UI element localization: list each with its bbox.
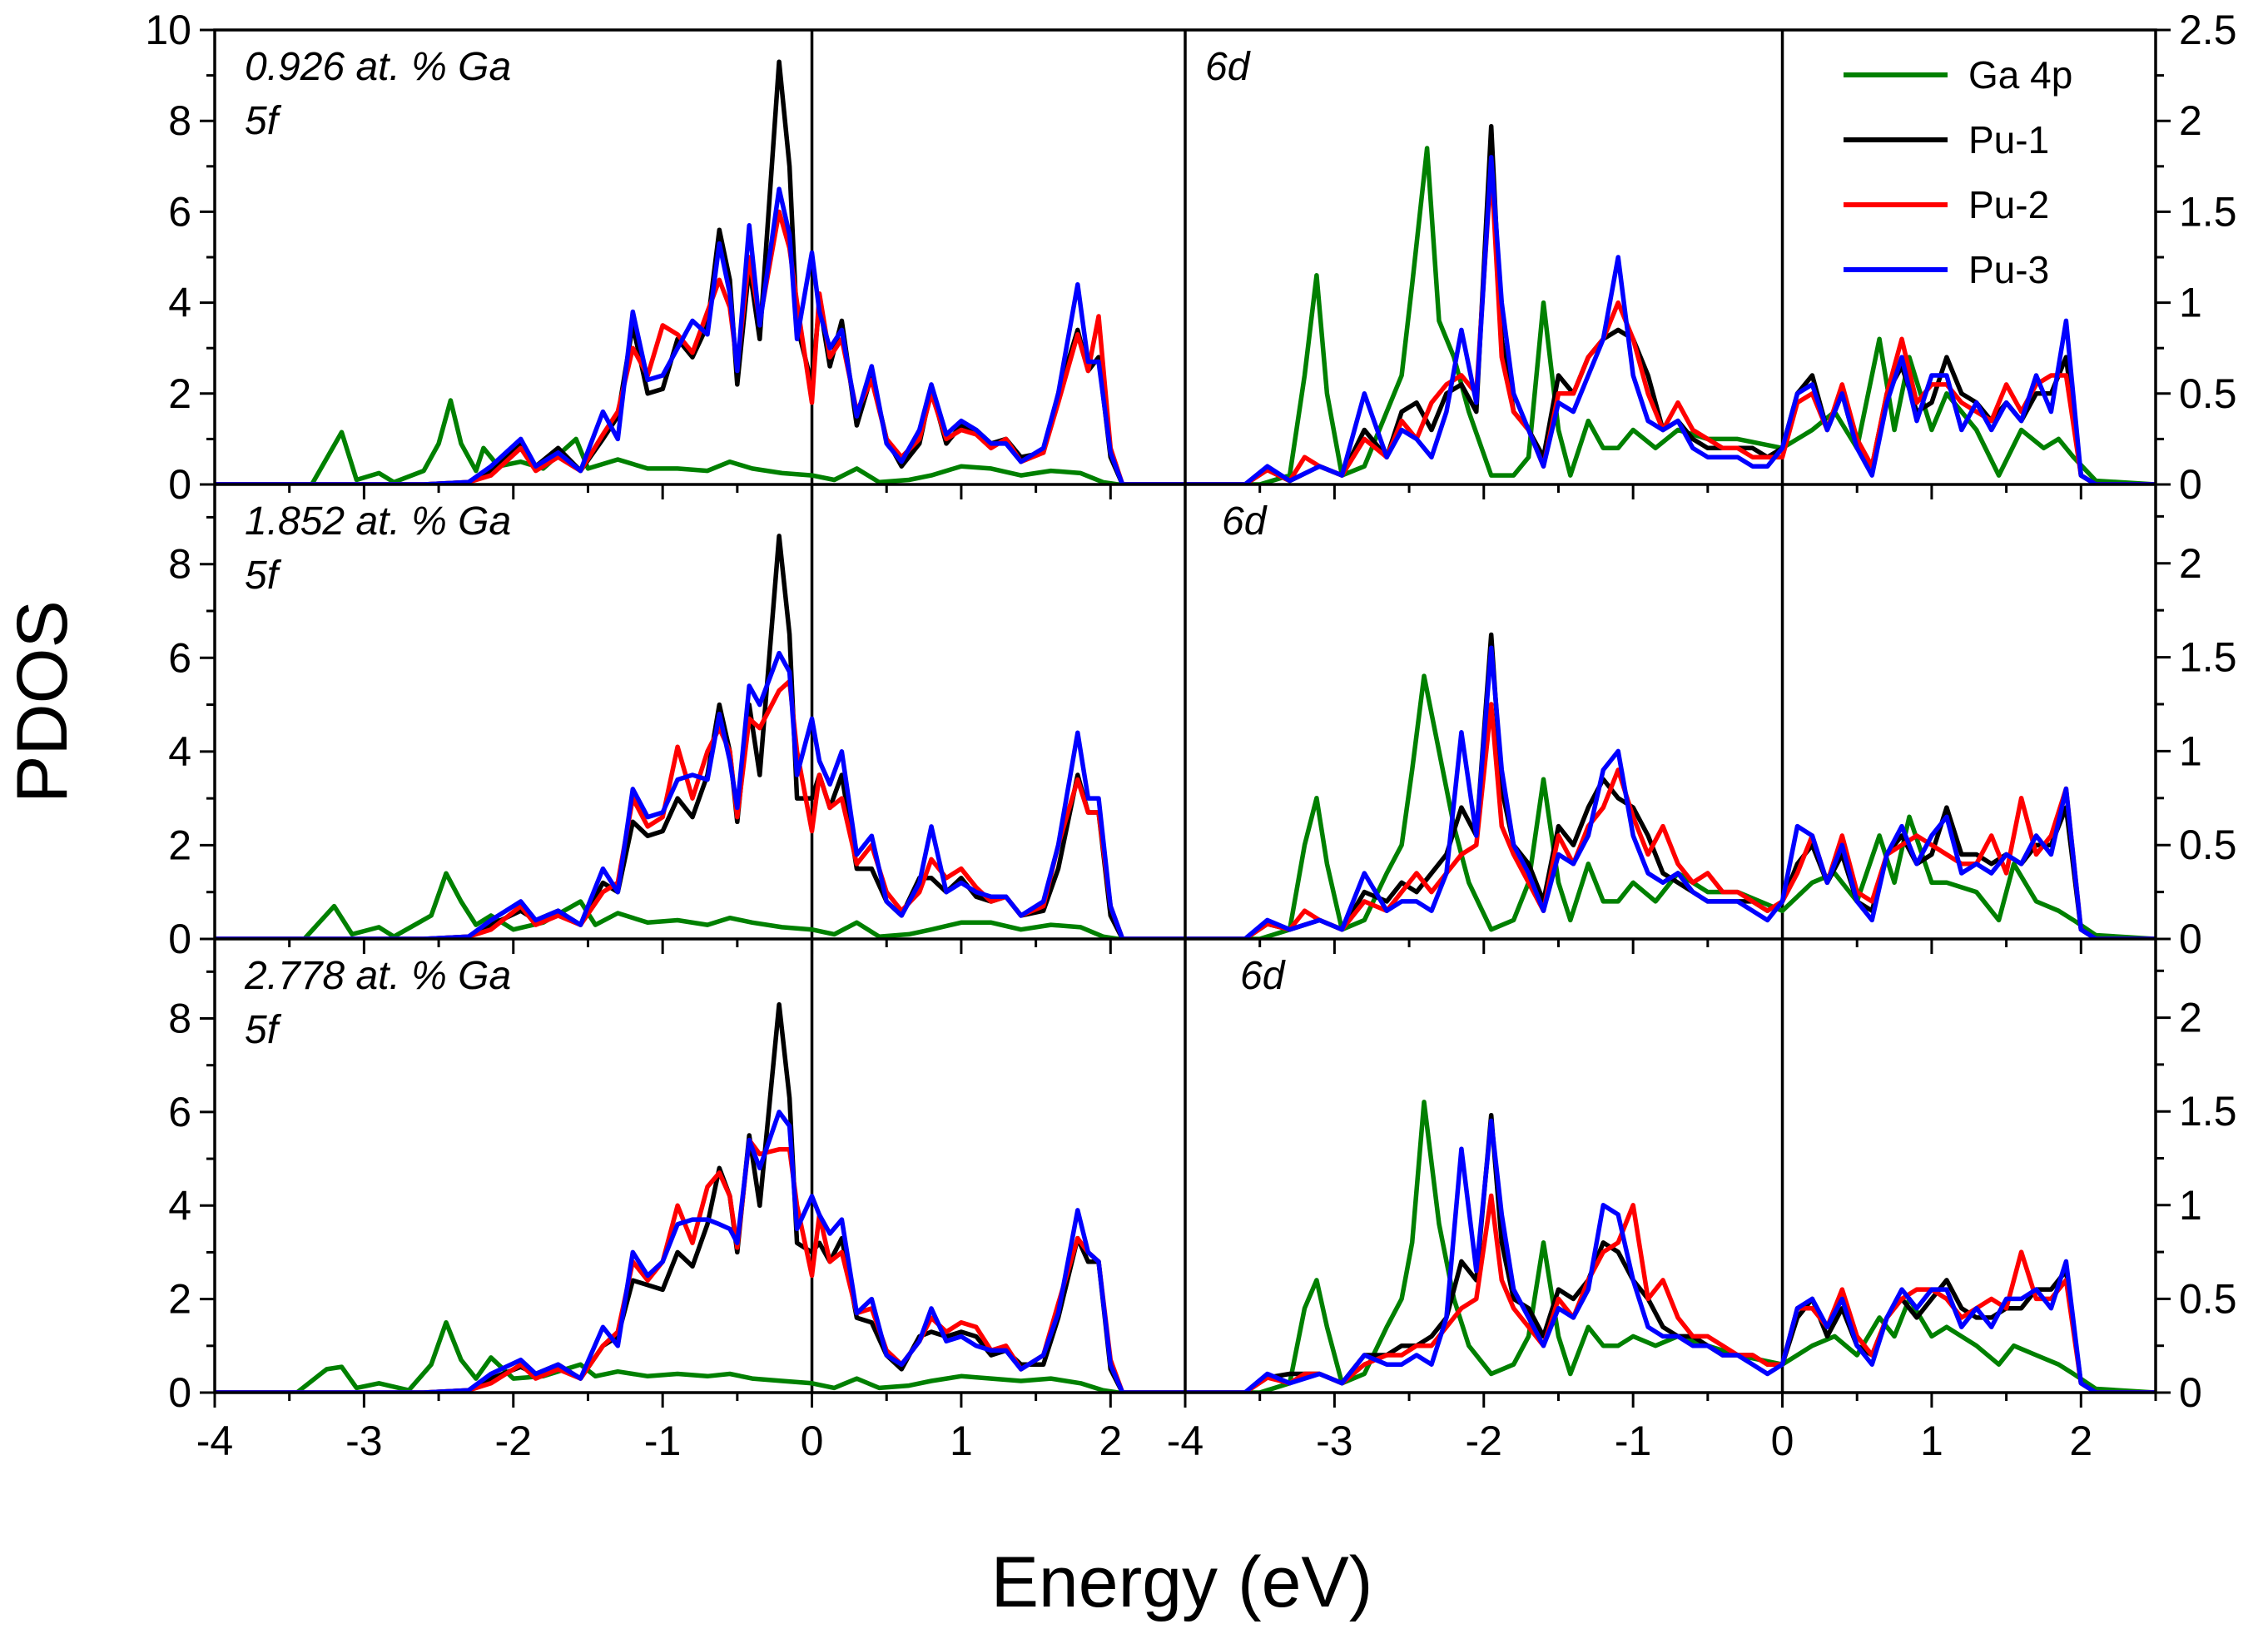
y-tick-label: 0 (168, 1369, 191, 1416)
legend-label: Pu-3 (1968, 248, 2049, 291)
y-tick-label: 8 (168, 996, 191, 1042)
y-tick-label: 2 (2179, 540, 2202, 587)
x-tick-label: -1 (1615, 1418, 1651, 1464)
series-pu-3 (1185, 645, 2156, 939)
x-tick-label: 2 (1099, 1418, 1122, 1464)
series-pu-3 (215, 650, 1185, 939)
x-tick-label: -3 (1316, 1418, 1352, 1464)
y-tick-label: 2 (168, 822, 191, 868)
series-pu-3 (1185, 155, 2156, 484)
y-tick-label: 4 (168, 728, 191, 775)
panel-orbital-label: 5f (245, 99, 282, 143)
x-tick-label: -2 (1466, 1418, 1502, 1464)
panel-concentration-label: 2.778 at. % Ga (244, 954, 511, 998)
panel-orbital-label: 5f (245, 554, 282, 598)
series-pu-3 (215, 186, 1185, 484)
series-ga-4p (215, 398, 1185, 484)
x-tick-label: -4 (1167, 1418, 1203, 1464)
y-tick-label: 1 (2179, 1182, 2202, 1229)
series-pu-3 (1185, 1118, 2156, 1393)
series-pu-3 (215, 1110, 1185, 1393)
legend: Ga 4p Pu-1 Pu-2 Pu-3 (1844, 53, 2072, 291)
y-tick-label: 2 (2179, 995, 2202, 1041)
series-ga-4p (1185, 146, 2156, 484)
y-tick-label: 1 (2179, 280, 2202, 326)
y-tick-label: 0 (168, 916, 191, 962)
y-tick-label: 8 (168, 541, 191, 588)
x-tick-label: -4 (196, 1418, 233, 1464)
y-tick-label: 4 (168, 1182, 191, 1229)
series-ga-4p (1185, 1100, 2156, 1393)
x-tick-label: 1 (1920, 1418, 1943, 1464)
panel-5f-row1 (215, 30, 1185, 484)
y-tick-label: 1 (2179, 728, 2202, 774)
series-pu-2 (1185, 1193, 2156, 1393)
y-tick-label: 1.5 (2179, 1088, 2237, 1135)
x-tick-label: 0 (1771, 1418, 1794, 1464)
y-tick-label: 8 (168, 97, 191, 144)
chart-panels (215, 30, 2156, 1393)
y-tick-label: 0 (2179, 916, 2202, 962)
panel-6d-row3 (1185, 939, 2156, 1393)
legend-label: Ga 4p (1968, 53, 2072, 97)
y-tick-label: 0 (168, 461, 191, 508)
series-ga-4p (215, 1319, 1185, 1393)
x-tick-label: -1 (644, 1418, 681, 1464)
panel-5f-row3 (215, 939, 1185, 1393)
y-tick-label: 2 (2179, 97, 2202, 144)
chart-ticks: 024681000.511.522.50246800.511.5202468-4… (145, 7, 2236, 1464)
y-tick-label: 0.5 (2179, 822, 2237, 868)
panel-6d-row1 (1185, 30, 2156, 484)
y-tick-label: 4 (168, 280, 191, 326)
x-tick-label: 2 (2069, 1418, 2092, 1464)
y-tick-label: 1.5 (2179, 188, 2237, 235)
y-tick-label: 0 (2179, 461, 2202, 508)
panel-6d-row2 (1185, 484, 2156, 939)
series-pu-2 (1185, 702, 2156, 939)
panel-orbital-label: 6d (1240, 954, 1286, 998)
y-tick-label: 2 (168, 1276, 191, 1323)
x-tick-label: 1 (950, 1418, 973, 1464)
y-tick-label: 2 (168, 370, 191, 417)
x-tick-label: -2 (495, 1418, 532, 1464)
x-axis-title: Energy (eV) (991, 1542, 1373, 1622)
y-tick-label: 6 (168, 634, 191, 681)
series-ga-4p (215, 871, 1185, 939)
y-tick-label: 6 (168, 1089, 191, 1135)
x-tick-label: 0 (801, 1418, 824, 1464)
series-pu-1 (1185, 124, 2156, 484)
y-tick-label: 10 (145, 7, 191, 53)
panel-5f-row2 (215, 484, 1185, 939)
y-tick-label: 0.5 (2179, 370, 2237, 417)
y-tick-label: 1.5 (2179, 634, 2237, 681)
y-tick-label: 2.5 (2179, 7, 2237, 53)
panel-concentration-label: 0.926 at. % Ga (245, 45, 511, 89)
x-tick-label: -3 (345, 1418, 382, 1464)
panel-concentration-label: 1.852 at. % Ga (245, 499, 511, 544)
y-axis-title: PDOS (2, 600, 82, 803)
panel-orbital-label: 6d (1205, 45, 1251, 89)
series-pu-2 (1185, 164, 2156, 484)
panel-orbital-label: 5f (245, 1008, 282, 1052)
panel-orbital-label: 6d (1222, 499, 1268, 544)
legend-label: Pu-1 (1968, 118, 2049, 161)
y-tick-label: 0 (2179, 1369, 2202, 1416)
panel-annotations: 0.926 at. % Ga 5f 6d 1.852 at. % Ga 5f 6d 2.77… (244, 45, 1286, 1052)
y-tick-label: 0.5 (2179, 1275, 2237, 1322)
legend-label: Pu-2 (1968, 183, 2049, 226)
y-tick-label: 6 (168, 188, 191, 235)
